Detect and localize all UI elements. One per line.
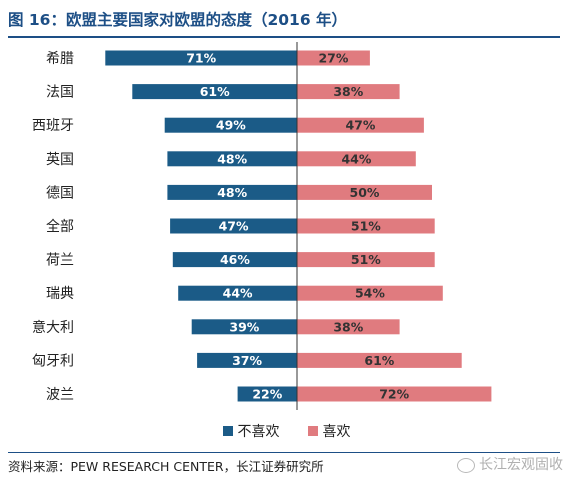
category-label: 希腊 (46, 51, 74, 67)
data-label: 22% (252, 387, 282, 402)
bar-favorable (297, 285, 443, 301)
data-label: 48% (217, 185, 247, 200)
data-label: 54% (355, 286, 385, 301)
category-label: 荷兰 (46, 253, 74, 269)
data-label: 47% (345, 118, 375, 133)
data-label: 61% (200, 84, 230, 99)
watermark-text: 长江宏观固收 (479, 457, 563, 473)
data-label: 51% (351, 219, 381, 234)
bar-favorable (297, 117, 424, 133)
category-label: 西班牙 (32, 118, 74, 134)
category-label: 全部 (46, 218, 74, 235)
category-label: 瑞典 (46, 286, 74, 302)
data-label: 46% (220, 252, 250, 267)
bar-favorable (297, 386, 492, 402)
bar-unfavorable (197, 352, 297, 368)
source-note: 资料来源：PEW RESEARCH CENTER，长江证券研究所 (8, 459, 324, 474)
bar-unfavorable (105, 50, 297, 66)
title-divider (8, 36, 560, 38)
bar-unfavorable (167, 184, 297, 200)
bar-favorable (297, 218, 435, 234)
legend: 不喜欢 喜欢 (0, 420, 573, 442)
bar-unfavorable (178, 285, 297, 301)
category-label: 德国 (46, 185, 74, 201)
data-label: 47% (219, 219, 249, 234)
data-label: 27% (318, 51, 348, 66)
bar-favorable (297, 252, 435, 268)
data-label: 38% (333, 84, 363, 99)
bar-unfavorable (132, 84, 297, 100)
legend-label-unfavorable: 不喜欢 (237, 424, 280, 440)
data-label: 44% (341, 151, 371, 166)
data-label: 50% (350, 185, 380, 200)
legend-item-unfavorable: 不喜欢 (222, 421, 280, 441)
wechat-icon (457, 457, 475, 473)
bar-favorable (297, 151, 416, 167)
bar-favorable (297, 50, 370, 66)
bar-favorable (297, 84, 400, 100)
bar-unfavorable (170, 218, 297, 234)
data-label: 71% (186, 51, 216, 66)
data-label: 49% (216, 118, 246, 133)
data-label: 48% (217, 151, 247, 166)
legend-swatch-favorable (307, 426, 318, 436)
category-label: 波兰 (46, 387, 74, 403)
data-label: 72% (379, 387, 409, 402)
legend-label-favorable: 喜欢 (322, 424, 351, 440)
bar-unfavorable (237, 386, 297, 402)
category-label: 法国 (46, 85, 74, 101)
category-label: 匈牙利 (32, 353, 74, 369)
data-label: 37% (232, 353, 262, 368)
data-label: 39% (229, 319, 259, 334)
data-label: 38% (333, 319, 363, 334)
data-label: 61% (364, 353, 394, 368)
bar-unfavorable (191, 319, 297, 335)
legend-item-favorable: 喜欢 (307, 421, 351, 441)
bar-favorable (297, 319, 400, 335)
bar-favorable (297, 352, 462, 368)
category-label: 英国 (46, 151, 74, 168)
category-label: 意大利 (32, 319, 74, 336)
watermark: 长江宏观固收 (457, 453, 563, 477)
chart-title: 图 16：欧盟主要国家对欧盟的态度（2016 年） (8, 11, 348, 29)
legend-swatch-unfavorable (222, 426, 233, 436)
bar-unfavorable (164, 117, 297, 133)
data-label: 44% (223, 286, 253, 301)
diverging-bar-chart: 希腊 71% 27% 法国 61% 38% 西班牙 49% 47% 英国 48% 44% 德国 48% 50… (32, 42, 492, 410)
bar-unfavorable (167, 151, 297, 167)
data-label: 51% (351, 252, 381, 267)
bar-unfavorable (172, 252, 297, 268)
source-divider (8, 452, 560, 453)
bar-favorable (297, 184, 432, 200)
